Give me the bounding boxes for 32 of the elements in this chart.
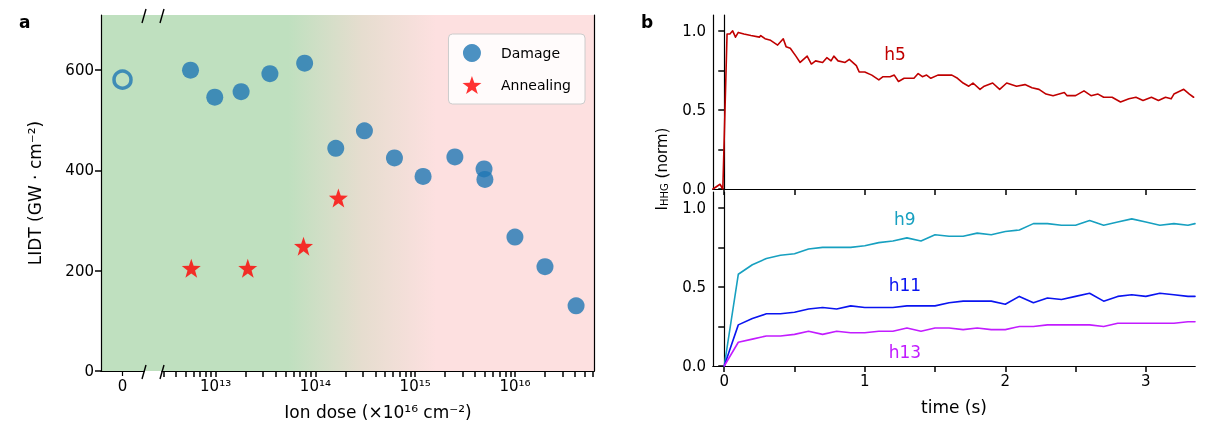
series-label: h9 (894, 208, 916, 229)
series-label: h5 (884, 44, 906, 65)
y-tick-label: 0.0 (682, 180, 706, 198)
y-tick-label: 400 (65, 161, 94, 180)
x-axis-title: time (s) (921, 396, 987, 417)
series-label: h11 (888, 274, 922, 295)
y-tick-label: 0.5 (682, 100, 706, 119)
y-tick-label: 0.0 (682, 357, 706, 375)
x-tick-label: 2 (1000, 371, 1011, 390)
line-series (723, 292, 1196, 367)
x-tick-label: 3 (1141, 371, 1151, 390)
x-tick-label: 0 (117, 376, 128, 395)
y-tick-label: 0.5 (682, 277, 706, 296)
series-label: h13 (888, 341, 922, 362)
legend-label: Annealing (500, 77, 572, 93)
y-tick-label: 1.0 (682, 198, 706, 217)
x-tick-label: 10¹⁴ (299, 376, 331, 395)
y-tick-label: 200 (65, 261, 94, 280)
y-tick-label: 600 (65, 61, 94, 80)
line-series (723, 320, 1196, 367)
x-tick-label: 10¹⁵ (399, 376, 431, 395)
chart-title: a (19, 11, 31, 32)
y-axis-title: LIDT (GW · cm⁻²) (24, 120, 45, 266)
x-tick-label: 1 (859, 371, 870, 390)
y-tick-label: 1.0 (682, 21, 706, 40)
x-tick-label: 10¹⁶ (499, 376, 531, 395)
legend-label: Damage (500, 45, 561, 61)
chart-title: b (641, 11, 654, 32)
x-tick-label: 0 (719, 371, 730, 390)
y-axis-title: IHHG (norm) (652, 127, 671, 211)
x-tick-label: 10¹³ (200, 376, 232, 395)
x-axis-title: Ion dose (×10¹⁶ cm⁻²) (284, 401, 472, 422)
